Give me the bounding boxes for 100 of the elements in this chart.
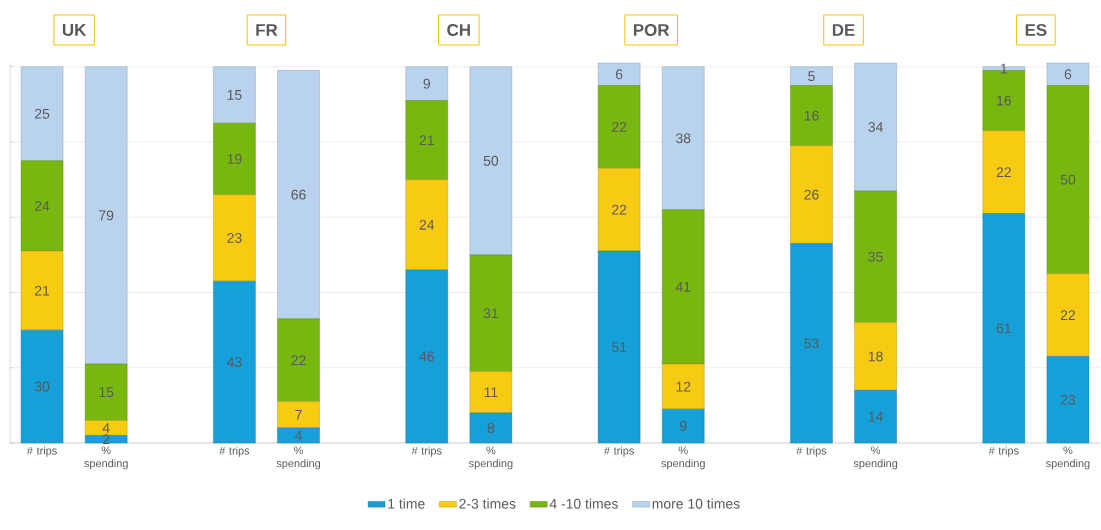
data-label: 14 <box>868 411 883 422</box>
data-label: 4 <box>294 430 302 441</box>
bar <box>213 123 256 195</box>
bar <box>84 420 128 436</box>
bar <box>20 329 64 444</box>
bar <box>982 213 1026 444</box>
data-label: 9 <box>423 78 430 89</box>
data-label: 21 <box>35 285 50 296</box>
data-label: 12 <box>676 381 691 392</box>
bar <box>405 269 448 444</box>
bar <box>84 363 128 421</box>
bar <box>84 435 128 444</box>
data-label: 53 <box>804 338 819 349</box>
data-label: 8 <box>487 423 495 433</box>
data-label: 34 <box>868 122 883 132</box>
data-label: 23 <box>227 233 242 243</box>
bar <box>854 322 897 391</box>
data-label: 38 <box>676 133 691 144</box>
data-label: 22 <box>291 355 306 366</box>
data-label: 15 <box>99 387 114 398</box>
bar <box>213 194 256 282</box>
data-label: 15 <box>227 90 242 100</box>
data-label: 2 <box>103 434 110 445</box>
data-label: 19 <box>227 153 242 164</box>
bar <box>277 401 320 429</box>
bar <box>20 160 64 252</box>
bar <box>854 190 897 323</box>
bar <box>790 66 833 86</box>
bar <box>597 250 641 444</box>
bar <box>405 179 448 271</box>
data-label: 35 <box>868 251 883 262</box>
x-tick-label: # trips <box>603 446 634 457</box>
bar <box>1046 356 1090 444</box>
data-label: 26 <box>804 189 819 200</box>
x-tick-label: % spending <box>276 446 321 470</box>
bar <box>854 62 897 192</box>
x-tick-label: # trips <box>796 446 827 457</box>
x-tick-label: # trips <box>411 446 442 457</box>
bar <box>597 85 641 169</box>
bar <box>662 66 705 210</box>
data-label: 25 <box>35 108 50 119</box>
x-tick-label: # trips <box>219 446 250 457</box>
bar <box>662 363 705 410</box>
text: POR <box>633 24 670 36</box>
text: UK <box>62 24 87 36</box>
text: CH <box>447 24 470 36</box>
bar <box>213 66 256 124</box>
data-label: 18 <box>868 351 883 362</box>
bar <box>662 209 705 365</box>
x-tick-label: % spending <box>661 446 705 470</box>
data-label: 24 <box>35 201 50 211</box>
legend-label: 4 -10 times <box>549 498 618 509</box>
bar <box>469 412 513 444</box>
bar <box>20 250 64 331</box>
bar <box>405 100 448 180</box>
data-label: 6 <box>615 69 623 80</box>
x-tick-label: % spending <box>468 446 513 470</box>
legend-label: 2-3 times <box>459 498 516 509</box>
bar <box>597 62 641 86</box>
bar <box>790 145 833 244</box>
bar <box>469 66 513 256</box>
bar <box>662 408 705 444</box>
bar <box>1046 273 1090 357</box>
x-tick-label: # trips <box>988 446 1019 457</box>
data-label: 23 <box>1060 394 1076 405</box>
data-label: 6 <box>1064 69 1072 80</box>
data-label: 5 <box>808 71 815 82</box>
data-label: 66 <box>291 189 306 200</box>
legend-label: 1 time <box>388 498 425 509</box>
bar <box>1046 85 1090 274</box>
bar <box>790 243 833 444</box>
legend-label: more 10 times <box>652 498 740 509</box>
data-label: 50 <box>483 155 499 166</box>
data-label: 79 <box>99 210 114 221</box>
data-label: 22 <box>1060 310 1075 320</box>
bar <box>277 318 320 402</box>
bar <box>597 168 641 252</box>
bar <box>277 427 320 444</box>
data-label: 31 <box>483 308 498 319</box>
bar <box>1046 62 1090 86</box>
bar <box>469 254 513 372</box>
data-label: 11 <box>484 387 498 397</box>
bar <box>405 66 448 101</box>
data-label: 21 <box>419 135 434 145</box>
x-tick-label: % spending <box>853 446 898 470</box>
bar <box>84 66 128 365</box>
bar <box>854 390 897 444</box>
data-label: 51 <box>611 342 627 352</box>
data-label: 43 <box>226 357 242 368</box>
bar <box>277 70 320 320</box>
data-label: 22 <box>612 204 627 215</box>
x-tick-label: % spending <box>1046 446 1090 470</box>
text: FR <box>256 24 278 36</box>
bar <box>213 281 256 444</box>
data-label: 22 <box>612 122 627 132</box>
bar <box>20 66 64 162</box>
x-tick-label: # trips <box>26 446 57 457</box>
x-tick-label: % spending <box>84 446 128 470</box>
data-label: 4 <box>102 423 110 433</box>
data-label: 9 <box>680 421 687 432</box>
